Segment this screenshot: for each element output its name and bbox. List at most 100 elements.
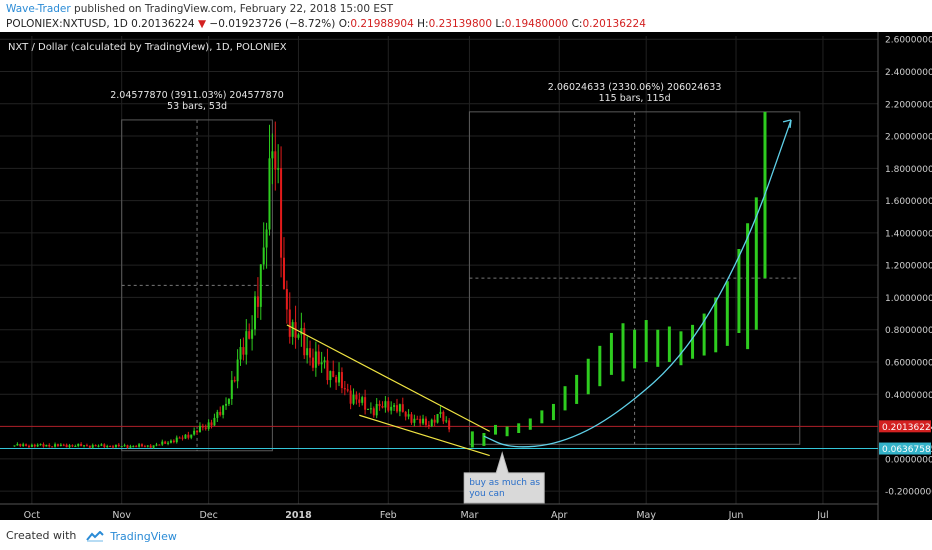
candle-body xyxy=(230,380,233,399)
candle-body xyxy=(152,445,155,448)
candle-body xyxy=(164,441,167,444)
candle-body xyxy=(227,398,230,404)
candle-body xyxy=(398,404,401,412)
trendline-lower xyxy=(359,414,490,457)
chart-title: NXT / Dollar (calculated by TradingView)… xyxy=(8,42,287,53)
candle-body xyxy=(416,418,419,420)
candle-body xyxy=(45,444,48,447)
candle-body xyxy=(277,168,280,170)
candle-body xyxy=(381,406,384,408)
footer-bar: Created with TradingView xyxy=(0,520,932,550)
candle-body xyxy=(369,408,372,410)
candle-body xyxy=(253,296,257,330)
candle-body xyxy=(259,264,262,307)
candle-body xyxy=(155,444,158,446)
candle-body xyxy=(13,445,16,447)
candle-body xyxy=(85,445,88,447)
candle-body xyxy=(117,444,120,447)
candle-body xyxy=(120,446,123,448)
high-value: 0.23139800 xyxy=(428,18,493,30)
candle-body xyxy=(167,442,170,444)
candle-body xyxy=(404,411,407,417)
candle-body xyxy=(196,430,199,433)
candle-body xyxy=(236,359,239,382)
candle-body xyxy=(242,347,245,355)
open-value: 0.21988904 xyxy=(350,18,414,30)
published-text: published on TradingView.com, February 2… xyxy=(70,3,394,15)
candle-body xyxy=(114,444,117,448)
candle-body xyxy=(323,360,326,363)
y-tick-label: -0.20000000 xyxy=(885,488,932,498)
candle-body xyxy=(216,411,219,418)
measure-bars-label: 115 bars, 115d xyxy=(599,93,671,104)
candle-body xyxy=(332,371,335,377)
candle-body xyxy=(329,371,332,381)
candle-body xyxy=(297,334,300,338)
candle-body xyxy=(140,444,144,447)
candle-body xyxy=(343,388,346,390)
candle-body xyxy=(309,348,312,358)
candle-body xyxy=(352,394,355,404)
candle-body xyxy=(88,445,91,448)
candle-body xyxy=(138,444,141,447)
candle-body xyxy=(106,446,109,448)
y-tick-label: 2.20000000 xyxy=(885,100,932,110)
candle-body xyxy=(280,168,283,258)
candle-body xyxy=(126,445,129,448)
callout-text-line1: buy as much as xyxy=(469,478,540,488)
candle-body xyxy=(427,424,430,427)
candle-body xyxy=(282,257,285,289)
candle-body xyxy=(265,229,268,248)
candle-body xyxy=(111,446,115,448)
candle-body xyxy=(424,418,427,425)
candle-body xyxy=(248,331,251,339)
candle-body xyxy=(184,434,187,439)
projection-curve xyxy=(483,119,792,448)
candle-body xyxy=(39,444,42,446)
last-price: 0.20136224 xyxy=(131,18,195,30)
candle-body xyxy=(410,414,413,423)
author-link[interactable]: Wave-Trader xyxy=(6,3,71,15)
candle-body xyxy=(355,394,358,400)
candle-body xyxy=(375,403,378,416)
candle-body xyxy=(378,403,381,407)
candle-body xyxy=(22,444,25,446)
candle-body xyxy=(91,445,94,448)
tradingview-logo-icon xyxy=(86,530,104,542)
candle-body xyxy=(56,444,59,446)
low-label: L: xyxy=(495,18,505,30)
candle-body xyxy=(361,397,364,403)
candle-body xyxy=(201,425,204,428)
candle-body xyxy=(439,411,442,415)
candle-body xyxy=(291,322,294,337)
candle-body xyxy=(100,444,103,446)
candle-body xyxy=(103,444,106,448)
candle-body xyxy=(245,331,248,355)
candle-body xyxy=(83,445,86,447)
candle-body xyxy=(19,444,22,446)
x-tick-label: 2018 xyxy=(285,510,312,520)
candle-body xyxy=(384,401,387,408)
candle-body xyxy=(97,445,100,447)
candle-body xyxy=(271,151,274,159)
candle-body xyxy=(401,404,404,412)
candle-body xyxy=(149,445,152,448)
candle-body xyxy=(36,444,39,447)
tradingview-brand[interactable]: TradingView xyxy=(110,529,177,543)
candle-body xyxy=(300,328,303,335)
measure-label: 2.06024633 (2330.06%) 206024633 xyxy=(548,82,722,93)
created-with-text: Created with xyxy=(6,529,77,542)
candle-body xyxy=(303,328,306,356)
candle-body xyxy=(193,430,196,435)
candle-body xyxy=(326,360,329,381)
candle-body xyxy=(74,446,77,448)
candle-body xyxy=(395,405,398,412)
candle-body xyxy=(317,351,320,365)
